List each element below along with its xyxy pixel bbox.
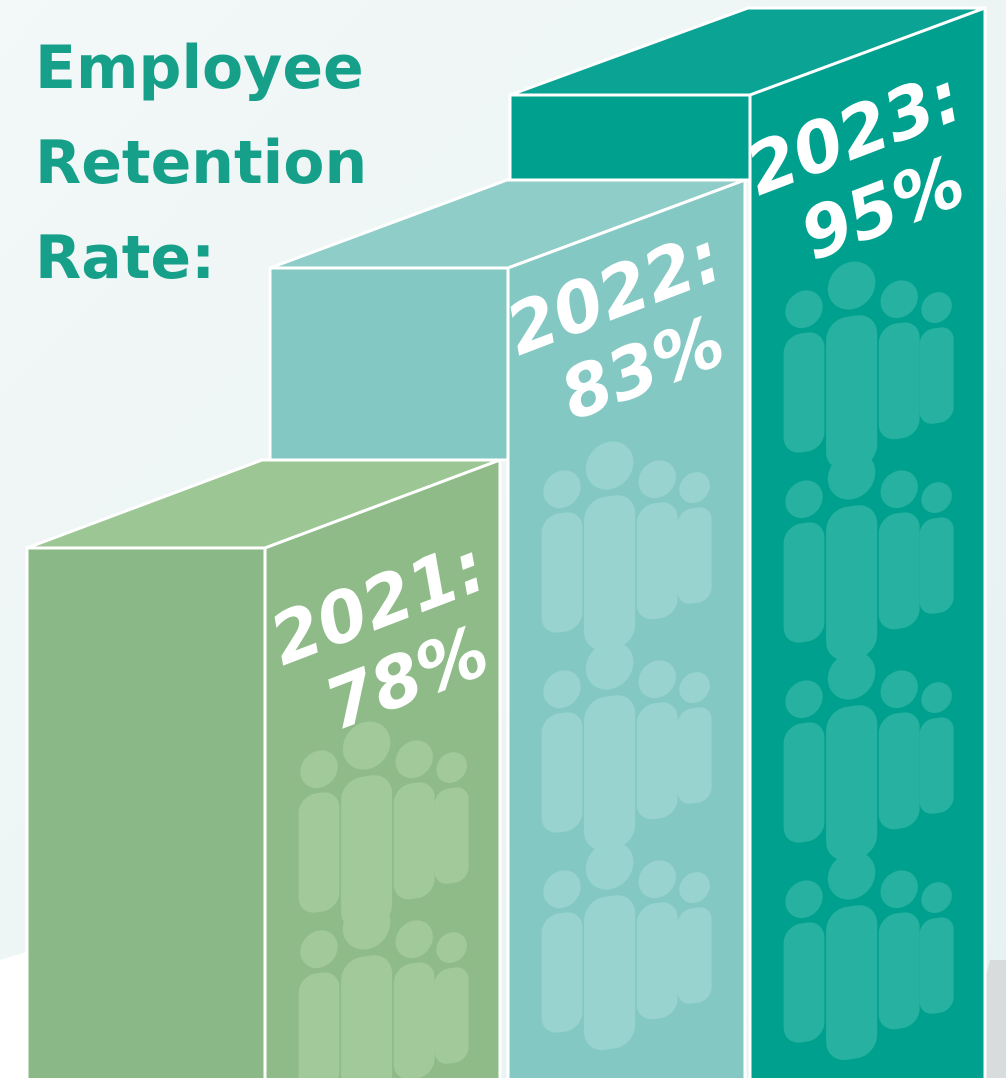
title-line: Employee bbox=[35, 33, 364, 103]
bar-2021 bbox=[25, 457, 502, 1078]
bar-front bbox=[508, 93, 752, 182]
bar-front bbox=[268, 266, 510, 462]
bar-front bbox=[25, 546, 267, 1078]
people-icons bbox=[541, 427, 712, 1059]
title-line: Rate: bbox=[35, 223, 215, 293]
bar-side bbox=[263, 457, 502, 1078]
title-line: Retention bbox=[35, 128, 367, 198]
